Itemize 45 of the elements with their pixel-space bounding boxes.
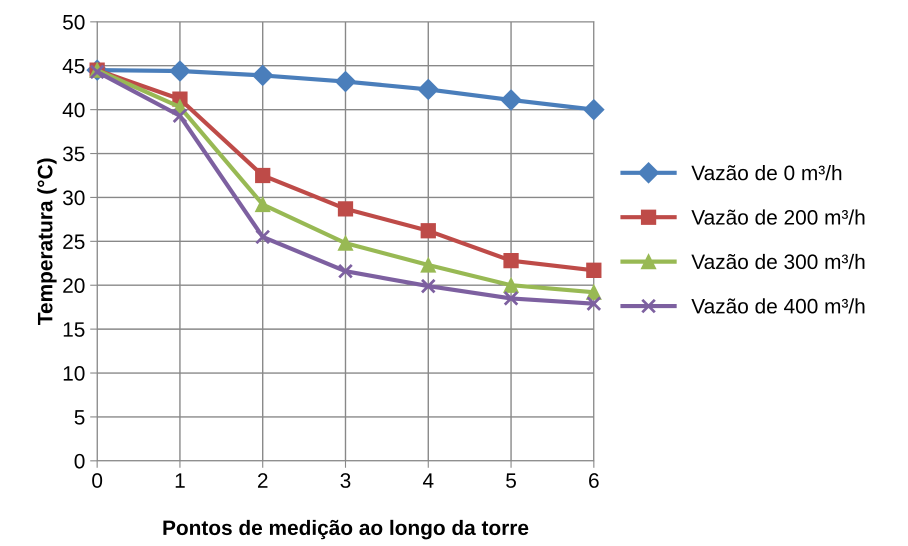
y-tick-label: 25 xyxy=(63,234,84,250)
x-tick-label: 1 xyxy=(176,473,185,488)
x-tick-label: 5 xyxy=(506,473,516,488)
point xyxy=(503,253,519,268)
point xyxy=(255,196,270,212)
point xyxy=(503,290,519,306)
point xyxy=(338,264,354,279)
point xyxy=(418,78,439,100)
y-tick-label: 20 xyxy=(63,278,85,293)
legend-label: Vazão de 0 m³/h xyxy=(691,164,842,180)
x-tick-label: 4 xyxy=(422,473,434,488)
point xyxy=(338,201,354,216)
x-tick-label: 3 xyxy=(340,473,350,488)
point xyxy=(583,99,604,120)
y-tick-label: 5 xyxy=(74,410,84,425)
y-tick-label: 0 xyxy=(74,454,85,469)
point xyxy=(334,71,356,92)
y-tick-label: 40 xyxy=(62,102,85,118)
point xyxy=(172,108,188,124)
point xyxy=(420,257,436,273)
x-tick-label: 6 xyxy=(589,473,599,488)
y-tick-label: 10 xyxy=(64,366,85,381)
point xyxy=(252,64,274,86)
point xyxy=(255,229,270,245)
y-tick-label: 30 xyxy=(62,190,85,206)
point xyxy=(338,235,354,251)
point xyxy=(586,296,602,312)
point xyxy=(420,223,436,238)
point xyxy=(500,89,522,110)
point xyxy=(255,168,270,184)
x-tick-label: 2 xyxy=(258,473,268,488)
y-axis-title: Temperatura (°C) xyxy=(37,158,57,325)
point xyxy=(586,262,602,278)
legend-label: Vazão de 300 m³/h xyxy=(691,254,864,270)
legend-label: Vazão de 400 m³/h xyxy=(691,298,864,314)
point xyxy=(169,60,190,82)
y-tick-label: 15 xyxy=(64,322,84,337)
point xyxy=(420,278,436,294)
x-axis-title: Pontos de medição ao longo da torre xyxy=(163,520,528,540)
y-tick-label: 35 xyxy=(62,146,84,162)
y-tick-label: 45 xyxy=(62,58,84,74)
x-tick-label: 0 xyxy=(92,473,102,488)
point xyxy=(503,278,519,293)
legend-label: Vazão de 200 m³/h xyxy=(691,209,864,225)
y-tick-label: 50 xyxy=(63,14,85,30)
